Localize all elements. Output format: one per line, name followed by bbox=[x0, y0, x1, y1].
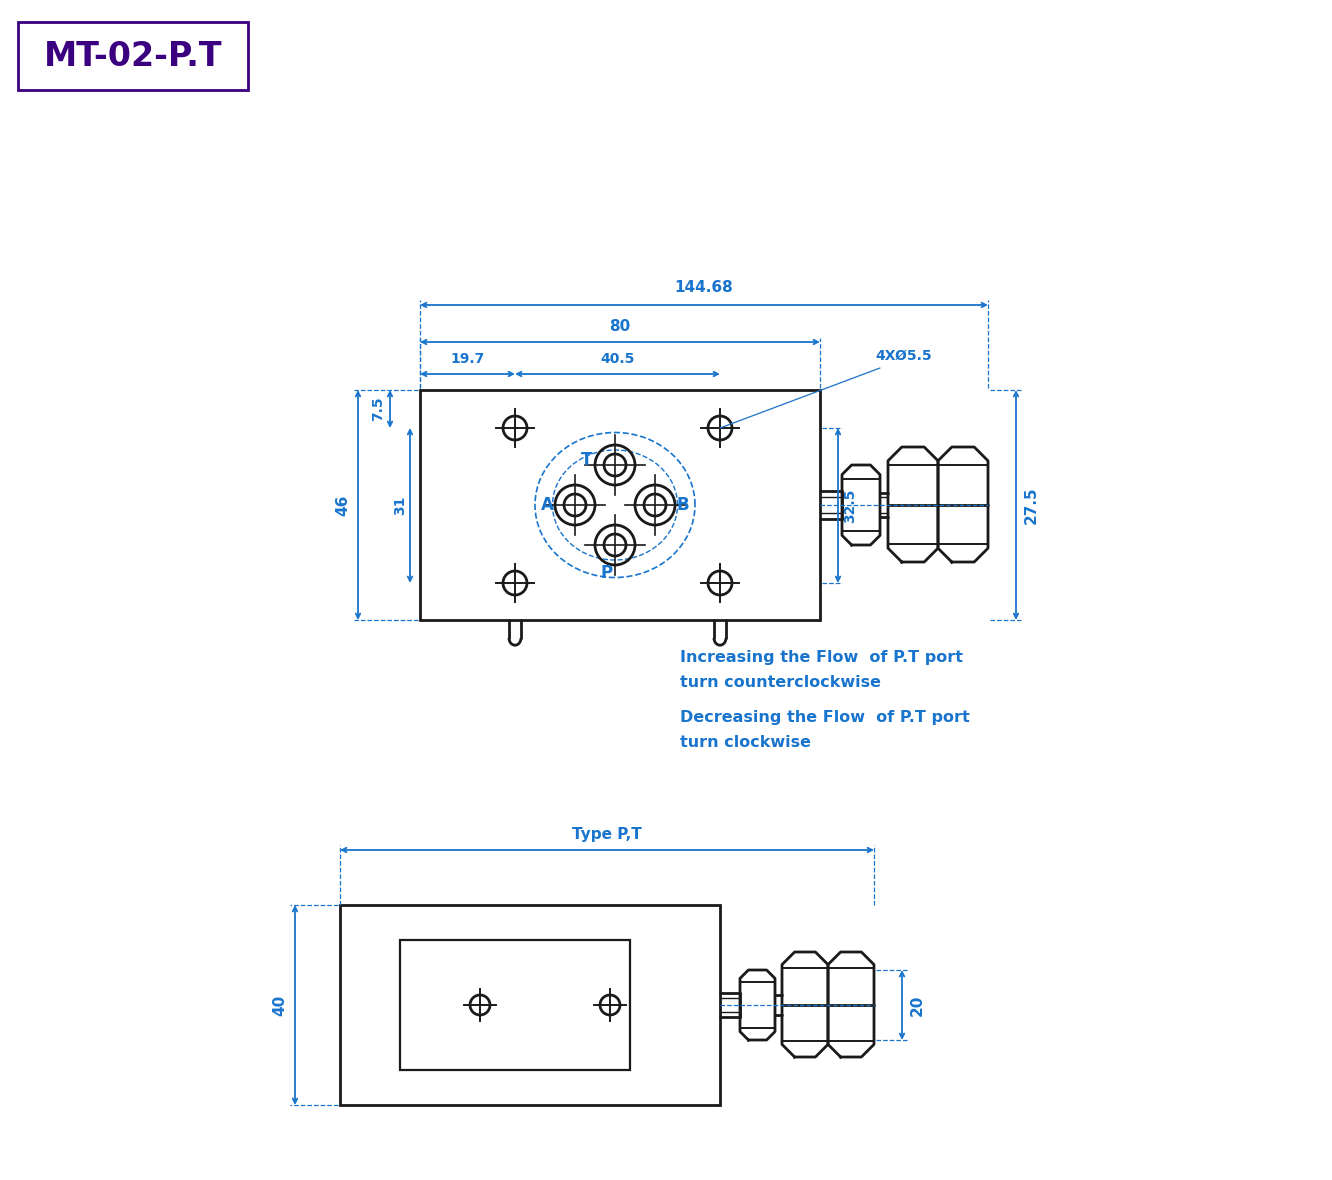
Text: 40: 40 bbox=[272, 995, 286, 1016]
Text: 7.5: 7.5 bbox=[372, 396, 385, 421]
Text: T: T bbox=[581, 451, 593, 468]
Text: 40.5: 40.5 bbox=[601, 352, 634, 366]
Text: 80: 80 bbox=[609, 319, 630, 334]
Text: 20: 20 bbox=[910, 995, 924, 1016]
Bar bbox=[340, 905, 721, 1104]
Text: 46: 46 bbox=[336, 494, 350, 516]
Text: Type P,T: Type P,T bbox=[573, 827, 642, 843]
Text: 19.7: 19.7 bbox=[450, 352, 485, 366]
Text: A: A bbox=[541, 496, 553, 514]
Text: P: P bbox=[601, 564, 613, 582]
Bar bbox=[420, 391, 821, 620]
Text: 32.5: 32.5 bbox=[843, 489, 856, 523]
Text: turn clockwise: turn clockwise bbox=[681, 735, 811, 750]
Text: 27.5: 27.5 bbox=[1024, 486, 1039, 524]
Text: Increasing the Flow  of P.T port: Increasing the Flow of P.T port bbox=[681, 650, 963, 666]
Text: B: B bbox=[677, 496, 690, 514]
Text: MT-02-P.T: MT-02-P.T bbox=[44, 39, 222, 72]
Text: Decreasing the Flow  of P.T port: Decreasing the Flow of P.T port bbox=[681, 710, 970, 725]
Text: 31: 31 bbox=[393, 496, 408, 516]
Text: turn counterclockwise: turn counterclockwise bbox=[681, 675, 880, 690]
Text: 144.68: 144.68 bbox=[674, 280, 734, 295]
Text: 4XØ5.5: 4XØ5.5 bbox=[875, 349, 931, 363]
Bar bbox=[19, 22, 248, 90]
Bar bbox=[400, 940, 630, 1070]
